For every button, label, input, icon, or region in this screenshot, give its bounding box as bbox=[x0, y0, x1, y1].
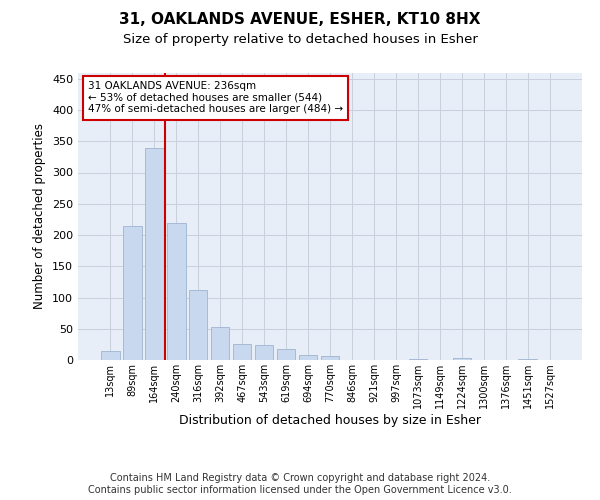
Bar bbox=[452, 358, 471, 360]
Text: 31, OAKLANDS AVENUE, ESHER, KT10 8HX: 31, OAKLANDS AVENUE, ESHER, KT10 8HX bbox=[119, 12, 481, 28]
Bar bbox=[101, 350, 119, 360]
Bar bbox=[255, 345, 274, 360]
Bar bbox=[409, 359, 427, 360]
X-axis label: Distribution of detached houses by size in Esher: Distribution of detached houses by size … bbox=[179, 414, 481, 427]
Text: Size of property relative to detached houses in Esher: Size of property relative to detached ho… bbox=[122, 32, 478, 46]
Bar bbox=[233, 344, 251, 360]
Bar bbox=[123, 226, 142, 360]
Bar bbox=[145, 148, 164, 360]
Bar bbox=[189, 290, 208, 360]
Text: Contains HM Land Registry data © Crown copyright and database right 2024.
Contai: Contains HM Land Registry data © Crown c… bbox=[88, 474, 512, 495]
Y-axis label: Number of detached properties: Number of detached properties bbox=[34, 123, 46, 309]
Bar bbox=[167, 222, 185, 360]
Bar bbox=[320, 356, 340, 360]
Text: 31 OAKLANDS AVENUE: 236sqm
← 53% of detached houses are smaller (544)
47% of sem: 31 OAKLANDS AVENUE: 236sqm ← 53% of deta… bbox=[88, 81, 343, 114]
Bar bbox=[211, 327, 229, 360]
Bar bbox=[277, 349, 295, 360]
Bar bbox=[518, 359, 537, 360]
Bar bbox=[299, 355, 317, 360]
